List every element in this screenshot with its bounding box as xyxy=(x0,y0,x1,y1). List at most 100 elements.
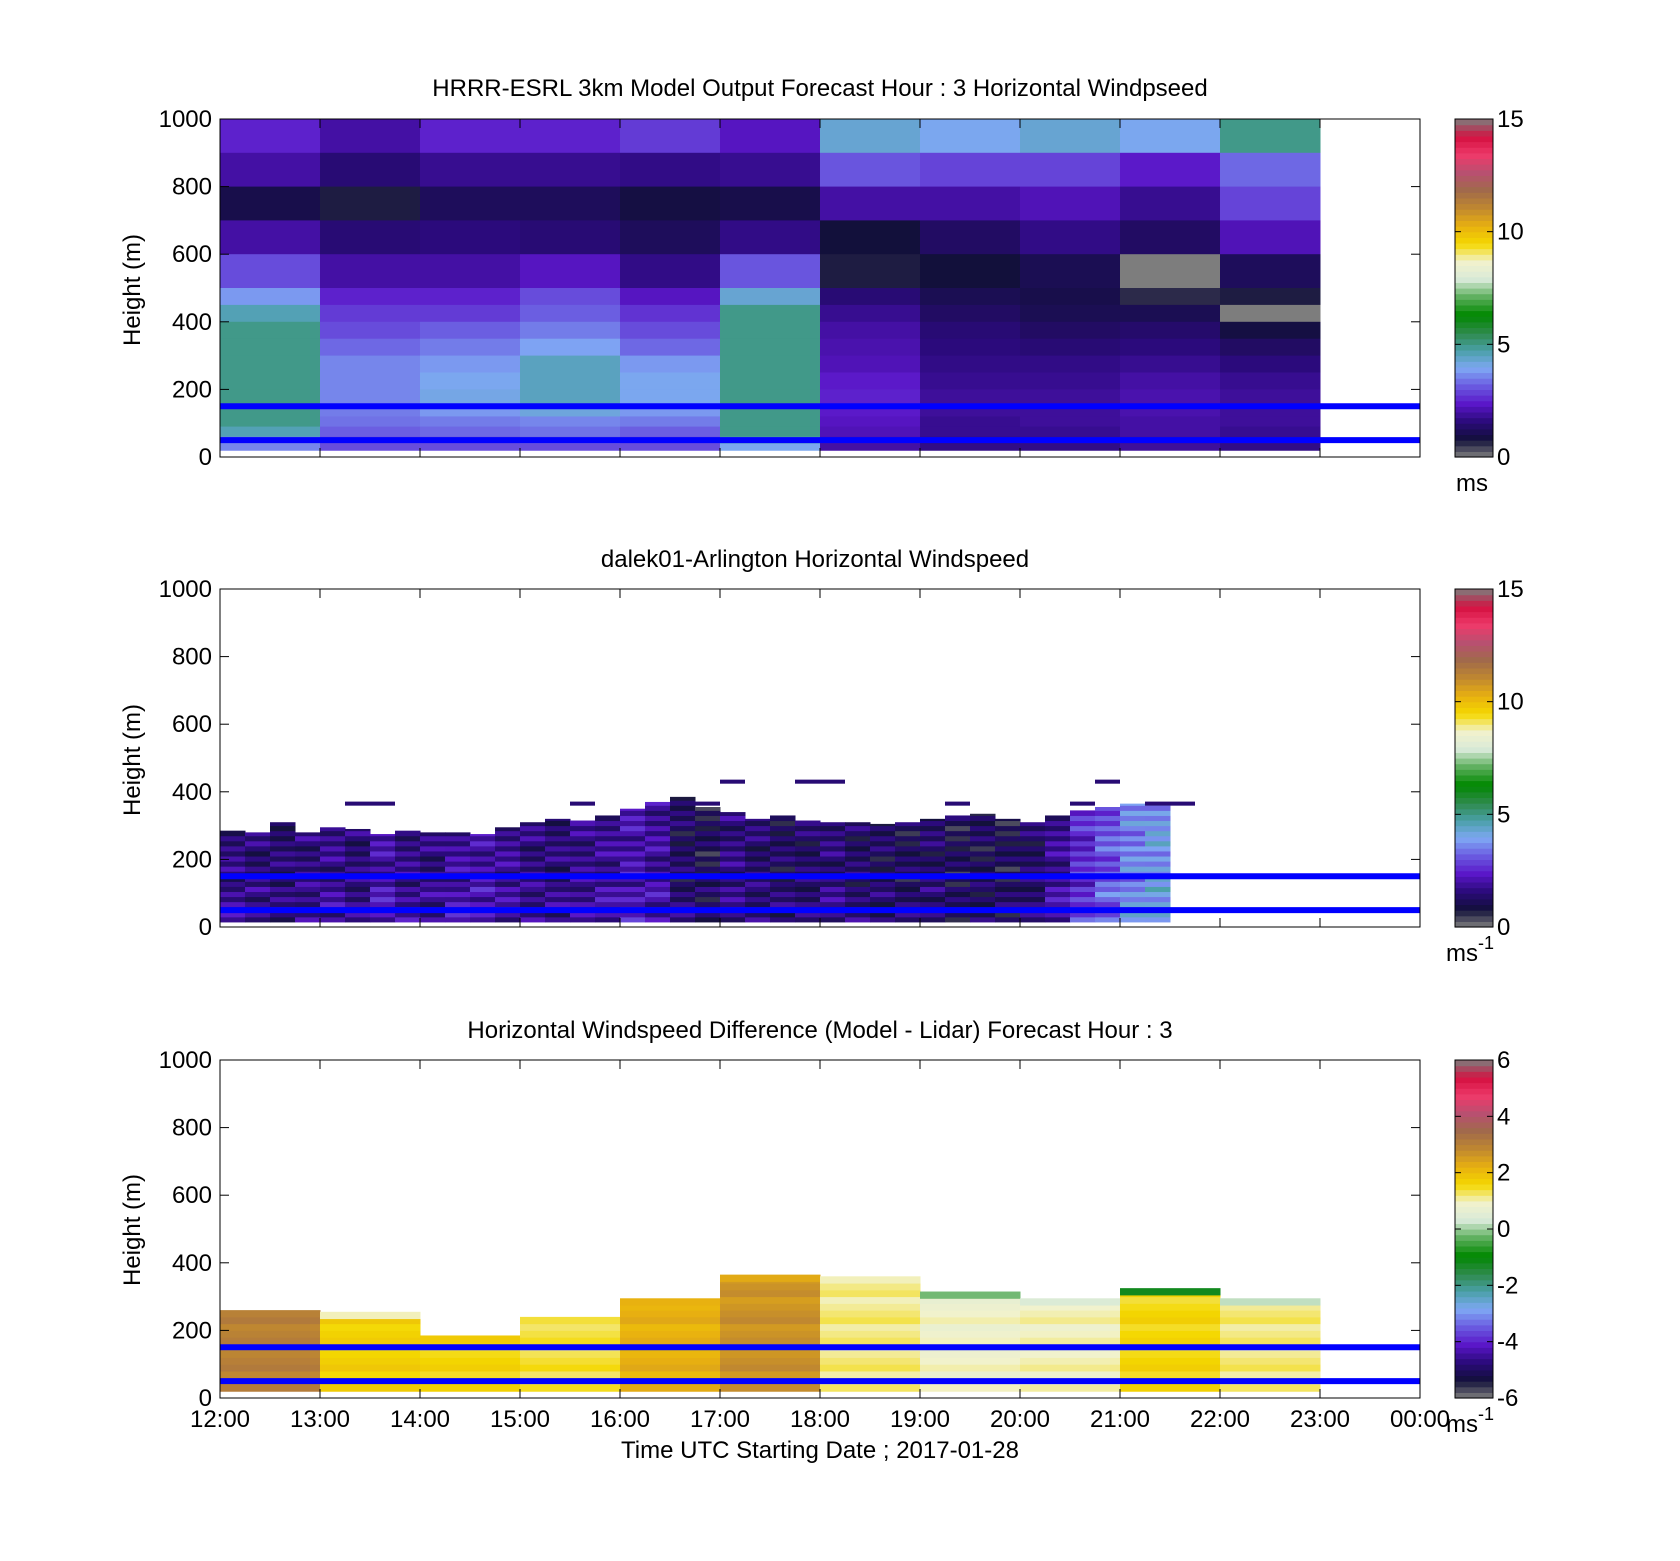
heatmap-cell xyxy=(1120,810,1146,816)
heatmap-cell xyxy=(345,850,371,857)
heatmap-cell xyxy=(920,254,1021,289)
heatmap-cell xyxy=(795,896,821,903)
heatmap-cell xyxy=(920,1364,1021,1372)
heatmap-cell xyxy=(770,886,796,893)
heatmap-cell xyxy=(545,881,571,887)
heatmap-cell xyxy=(420,288,521,306)
heatmap-cell xyxy=(795,861,821,867)
heatmap-cell xyxy=(895,901,921,908)
heatmap-cell xyxy=(245,845,271,852)
colorbar-unit-label: ms-1 xyxy=(1446,933,1494,967)
colorbar-segment xyxy=(1455,428,1493,436)
heatmap-cell xyxy=(320,443,421,451)
heatmap-cell xyxy=(770,861,796,867)
panel-difference-title: Horizontal Windspeed Difference (Model -… xyxy=(467,1017,1172,1044)
heatmap-cell xyxy=(1220,389,1321,407)
heatmap-cell xyxy=(695,856,721,862)
heatmap-cell xyxy=(1120,805,1146,811)
heatmap-cell xyxy=(445,861,471,867)
heatmap-cell xyxy=(1095,866,1121,872)
heatmap-cell xyxy=(370,834,396,837)
heatmap-cell xyxy=(520,850,546,857)
heatmap-cell xyxy=(1020,1337,1121,1345)
heatmap-cell xyxy=(645,856,671,862)
heatmap-cell xyxy=(645,810,671,816)
heatmap-cell xyxy=(745,901,771,908)
heatmap-cell xyxy=(1145,886,1171,893)
heatmap-cell xyxy=(645,805,671,811)
heatmap-cell xyxy=(595,840,621,847)
heatmap-cell xyxy=(1145,820,1171,827)
heatmap-cell xyxy=(320,119,421,154)
heatmap-cell xyxy=(545,845,571,852)
heatmap-cell xyxy=(970,850,996,857)
heatmap-cell xyxy=(995,891,1021,898)
colorbar-segment xyxy=(1455,1234,1493,1241)
heatmap-cell xyxy=(895,916,921,923)
heatmap-cell xyxy=(820,1364,921,1372)
colorbar-segment xyxy=(1455,180,1493,188)
heatmap-cell xyxy=(920,886,946,893)
heatmap-cell xyxy=(495,886,521,893)
heatmap-cell xyxy=(570,856,596,862)
heatmap-cell xyxy=(720,186,821,221)
heatmap-cell xyxy=(270,896,296,903)
heatmap-cell xyxy=(670,861,696,867)
colorbar-segment xyxy=(1455,372,1493,379)
heatmap-cell xyxy=(1020,830,1046,837)
heatmap-cell xyxy=(870,856,896,862)
heatmap-cell xyxy=(920,1303,1021,1311)
heatmap-cell xyxy=(395,845,421,852)
y-tick-label: 400 xyxy=(172,309,212,336)
colorbar-segment xyxy=(1455,451,1493,458)
heatmap-cell xyxy=(820,861,846,867)
isolated-layer xyxy=(945,801,970,806)
heatmap-cell xyxy=(895,881,921,887)
heatmap-cell xyxy=(520,1350,621,1358)
heatmap-cell xyxy=(520,372,621,390)
heatmap-cell xyxy=(670,845,696,852)
heatmap-cell xyxy=(895,856,921,862)
colorbar-segment xyxy=(1455,119,1493,126)
heatmap-cell xyxy=(970,825,996,832)
colorbar-segment xyxy=(1455,1302,1493,1309)
heatmap-cell-top xyxy=(1120,1288,1221,1296)
heatmap-cell xyxy=(1095,807,1121,811)
heatmap-cell xyxy=(845,916,871,923)
heatmap-cell xyxy=(370,891,396,898)
heatmap-cell xyxy=(645,891,671,898)
heatmap-cell xyxy=(720,1384,821,1392)
colorbar-segment xyxy=(1455,1076,1493,1084)
colorbar-segment xyxy=(1455,1110,1493,1117)
heatmap-cell xyxy=(320,896,346,903)
colorbar-segment xyxy=(1455,254,1493,261)
heatmap-cell xyxy=(695,815,721,822)
heatmap-cell xyxy=(1120,881,1146,887)
heatmap-cell xyxy=(920,389,1021,407)
colorbar-segment xyxy=(1455,282,1493,289)
heatmap-cell xyxy=(695,840,721,847)
heatmap-cell xyxy=(1120,416,1221,428)
heatmap-cell xyxy=(1120,866,1146,872)
colorbar-segment xyxy=(1455,1347,1493,1354)
heatmap-cell xyxy=(920,372,1021,390)
heatmap-cell xyxy=(1120,119,1221,154)
heatmap-cell xyxy=(870,866,896,872)
colorbar-segment xyxy=(1455,673,1493,680)
heatmap-cell xyxy=(720,304,821,323)
heatmap-cell xyxy=(720,220,821,255)
heatmap-cell xyxy=(220,886,246,893)
heatmap-cell xyxy=(345,835,371,842)
heatmap-cell xyxy=(695,861,721,867)
heatmap-cell xyxy=(570,901,596,908)
heatmap-cell xyxy=(520,1323,621,1331)
heatmap-cell xyxy=(420,835,446,842)
heatmap-cell xyxy=(720,1323,821,1331)
colorbar-segment xyxy=(1455,321,1493,329)
heatmap-cell xyxy=(920,288,1021,306)
heatmap-cell xyxy=(745,911,771,918)
heatmap-cell xyxy=(320,355,421,373)
colorbar-unit-superscript: -1 xyxy=(1478,1404,1494,1424)
heatmap-cell xyxy=(620,835,646,842)
heatmap-cell xyxy=(670,881,696,887)
